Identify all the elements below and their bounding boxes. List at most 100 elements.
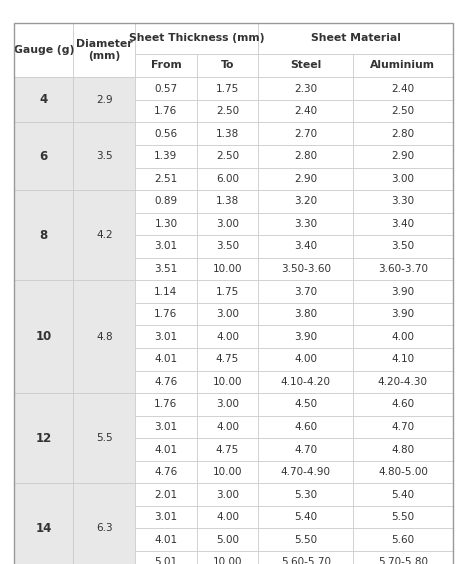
Text: 1.76: 1.76 <box>154 309 178 319</box>
Text: To: To <box>221 60 234 70</box>
Bar <box>353 190 453 213</box>
Text: 3.40: 3.40 <box>392 219 414 229</box>
Text: 0.57: 0.57 <box>155 83 177 94</box>
Bar <box>258 528 353 551</box>
Text: 2.50: 2.50 <box>392 106 414 116</box>
Bar <box>258 23 453 54</box>
Text: 3.30: 3.30 <box>294 219 317 229</box>
Text: 5.5: 5.5 <box>96 433 113 443</box>
Bar <box>353 461 453 483</box>
Text: 1.30: 1.30 <box>155 219 177 229</box>
Bar <box>135 77 197 100</box>
Text: 4.60: 4.60 <box>294 422 317 432</box>
Bar <box>135 506 197 528</box>
Text: 4.10-4.20: 4.10-4.20 <box>281 377 331 387</box>
Bar <box>258 122 353 145</box>
Text: 4.76: 4.76 <box>154 467 178 477</box>
Text: 1.75: 1.75 <box>216 287 239 297</box>
Bar <box>258 303 353 325</box>
Bar <box>135 551 197 564</box>
Bar <box>258 100 353 122</box>
Text: 10.00: 10.00 <box>213 377 242 387</box>
Bar <box>258 325 353 348</box>
Bar <box>197 77 258 100</box>
Bar <box>73 190 135 280</box>
Bar <box>197 528 258 551</box>
Bar <box>197 416 258 438</box>
Bar <box>197 483 258 506</box>
Bar <box>197 122 258 145</box>
Bar <box>353 528 453 551</box>
Text: 4.00: 4.00 <box>392 332 414 342</box>
Text: 0.89: 0.89 <box>155 196 177 206</box>
Text: 3.51: 3.51 <box>154 264 178 274</box>
Text: 14: 14 <box>36 522 52 535</box>
Text: 4.80: 4.80 <box>392 444 414 455</box>
Bar <box>258 371 353 393</box>
Text: 1.39: 1.39 <box>154 151 178 161</box>
Bar <box>197 393 258 416</box>
Bar <box>135 280 197 303</box>
Text: 5.50: 5.50 <box>392 512 414 522</box>
Text: 3.30: 3.30 <box>392 196 414 206</box>
Text: 4.76: 4.76 <box>154 377 178 387</box>
Bar <box>135 190 197 213</box>
Text: 4: 4 <box>40 93 48 107</box>
Text: 2.51: 2.51 <box>154 174 178 184</box>
Bar <box>258 461 353 483</box>
Text: 0.56: 0.56 <box>155 129 177 139</box>
Text: 1.38: 1.38 <box>216 196 239 206</box>
Text: 4.70: 4.70 <box>294 444 317 455</box>
Bar <box>73 77 135 122</box>
Bar <box>258 54 353 77</box>
Text: 4.80-5.00: 4.80-5.00 <box>378 467 428 477</box>
Bar <box>353 100 453 122</box>
Bar <box>258 258 353 280</box>
Text: 6.3: 6.3 <box>96 523 113 534</box>
Bar <box>353 506 453 528</box>
Text: 2.50: 2.50 <box>216 151 239 161</box>
Bar <box>197 258 258 280</box>
Text: 4.01: 4.01 <box>155 444 177 455</box>
Bar <box>258 280 353 303</box>
Text: 5.60: 5.60 <box>392 535 414 545</box>
Bar <box>197 371 258 393</box>
Text: 4.01: 4.01 <box>155 535 177 545</box>
Text: 4.50: 4.50 <box>294 399 317 409</box>
Text: 4.00: 4.00 <box>294 354 317 364</box>
Bar <box>353 258 453 280</box>
Text: 3.50: 3.50 <box>216 241 239 252</box>
Text: 2.80: 2.80 <box>392 129 414 139</box>
Bar <box>135 371 197 393</box>
Bar <box>73 393 135 483</box>
Text: 5.01: 5.01 <box>155 557 177 564</box>
Text: Aluminium: Aluminium <box>370 60 436 70</box>
Bar <box>73 483 135 564</box>
Text: 3.50-3.60: 3.50-3.60 <box>281 264 331 274</box>
Bar <box>353 371 453 393</box>
Bar <box>135 303 197 325</box>
Bar <box>353 280 453 303</box>
Text: 10: 10 <box>36 330 52 343</box>
Bar <box>135 416 197 438</box>
Text: 2.70: 2.70 <box>294 129 317 139</box>
Bar <box>135 438 197 461</box>
Text: 5.00: 5.00 <box>216 535 239 545</box>
Text: Diameter
(mm): Diameter (mm) <box>76 39 133 61</box>
Text: 4.01: 4.01 <box>155 354 177 364</box>
Text: 1.76: 1.76 <box>154 399 178 409</box>
Bar <box>14 280 73 393</box>
Bar <box>258 438 353 461</box>
Bar <box>353 483 453 506</box>
Text: 3.00: 3.00 <box>216 309 239 319</box>
Text: 4.00: 4.00 <box>216 422 239 432</box>
Bar <box>197 100 258 122</box>
Text: Steel: Steel <box>290 60 321 70</box>
Text: 5.30: 5.30 <box>294 490 317 500</box>
Bar <box>353 54 453 77</box>
Bar <box>197 438 258 461</box>
Text: 5.60-5.70: 5.60-5.70 <box>281 557 331 564</box>
Text: 3.50: 3.50 <box>392 241 414 252</box>
Text: Sheet Thickness (mm): Sheet Thickness (mm) <box>129 33 264 43</box>
Text: 2.40: 2.40 <box>294 106 317 116</box>
